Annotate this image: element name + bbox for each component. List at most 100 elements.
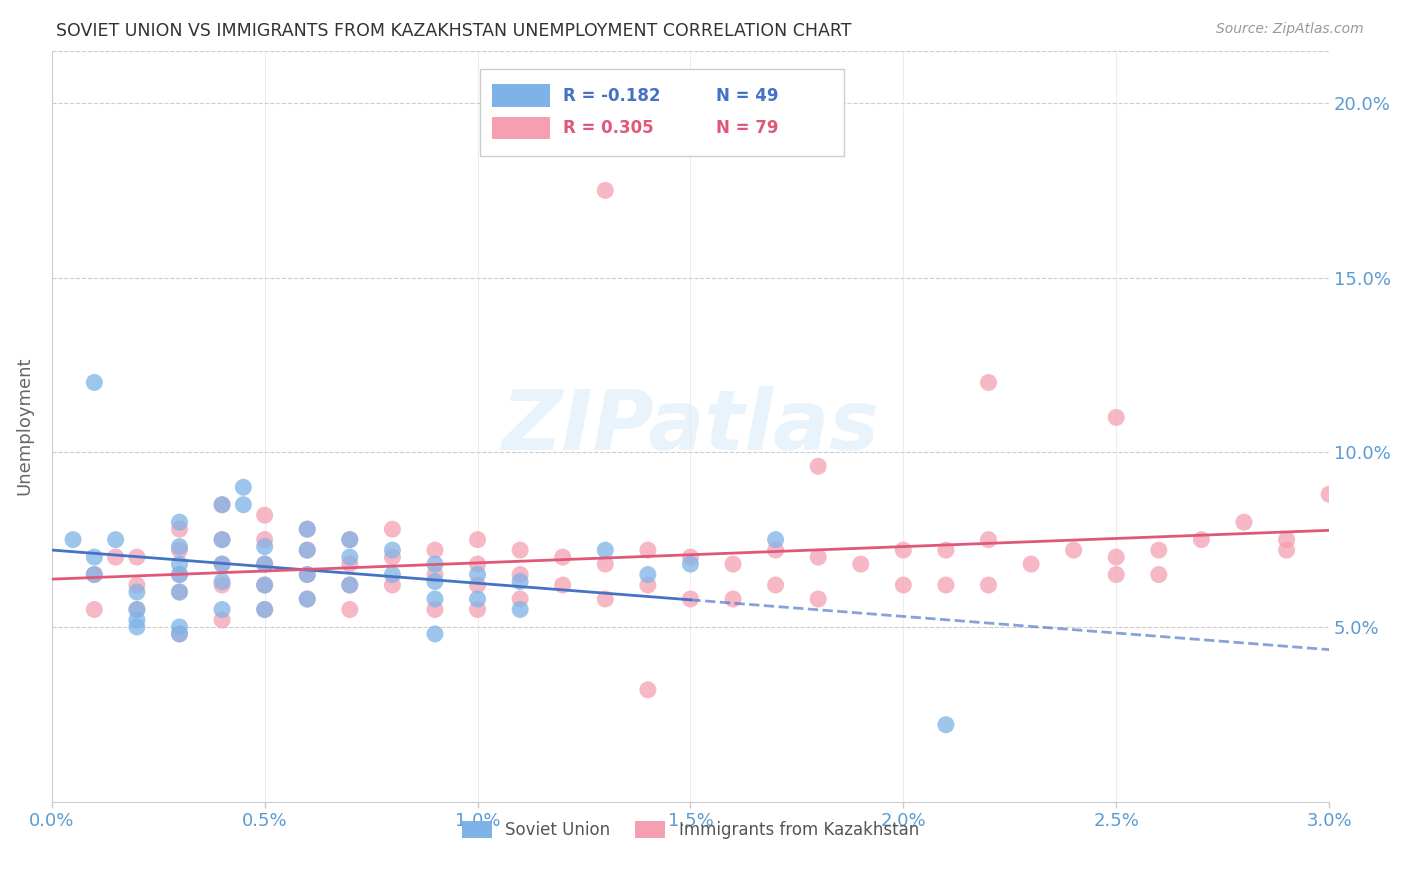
- Point: [297, 567, 319, 582]
- Point: [467, 578, 489, 592]
- Text: Source: ZipAtlas.com: Source: ZipAtlas.com: [1216, 22, 1364, 37]
- Point: [381, 550, 404, 565]
- Point: [62, 533, 84, 547]
- Point: [595, 183, 617, 197]
- Point: [125, 578, 148, 592]
- Point: [339, 550, 361, 565]
- Point: [253, 578, 276, 592]
- Point: [125, 550, 148, 565]
- Point: [1189, 533, 1212, 547]
- Point: [297, 543, 319, 558]
- Point: [253, 508, 276, 523]
- Point: [423, 627, 446, 641]
- Point: [381, 567, 404, 582]
- Point: [423, 567, 446, 582]
- Point: [253, 578, 276, 592]
- Point: [467, 592, 489, 607]
- Point: [339, 578, 361, 592]
- Y-axis label: Unemployment: Unemployment: [15, 357, 32, 495]
- Point: [1275, 543, 1298, 558]
- Point: [467, 602, 489, 616]
- Point: [679, 550, 702, 565]
- Point: [125, 602, 148, 616]
- Point: [253, 602, 276, 616]
- Point: [232, 480, 254, 494]
- Point: [211, 498, 233, 512]
- Point: [104, 550, 127, 565]
- Point: [807, 550, 830, 565]
- Point: [381, 543, 404, 558]
- Point: [211, 578, 233, 592]
- Point: [891, 578, 914, 592]
- Point: [935, 717, 957, 731]
- Point: [977, 376, 1000, 390]
- Point: [551, 578, 574, 592]
- Point: [83, 567, 105, 582]
- Text: R = 0.305: R = 0.305: [562, 119, 654, 137]
- Point: [1063, 543, 1085, 558]
- Point: [595, 557, 617, 571]
- Point: [1105, 567, 1128, 582]
- Point: [721, 557, 744, 571]
- Point: [83, 602, 105, 616]
- Point: [637, 682, 659, 697]
- Point: [1275, 533, 1298, 547]
- Point: [637, 567, 659, 582]
- Legend: Soviet Union, Immigrants from Kazakhstan: Soviet Union, Immigrants from Kazakhstan: [456, 814, 925, 846]
- Point: [83, 550, 105, 565]
- Point: [297, 592, 319, 607]
- Point: [125, 602, 148, 616]
- Point: [253, 557, 276, 571]
- Point: [253, 557, 276, 571]
- Text: SOVIET UNION VS IMMIGRANTS FROM KAZAKHSTAN UNEMPLOYMENT CORRELATION CHART: SOVIET UNION VS IMMIGRANTS FROM KAZAKHST…: [56, 22, 852, 40]
- Point: [169, 567, 191, 582]
- Bar: [492, 85, 550, 107]
- Point: [1105, 550, 1128, 565]
- FancyBboxPatch shape: [479, 70, 844, 156]
- Point: [423, 602, 446, 616]
- Point: [297, 543, 319, 558]
- Point: [381, 578, 404, 592]
- Point: [595, 543, 617, 558]
- Point: [509, 592, 531, 607]
- Point: [595, 592, 617, 607]
- Point: [169, 627, 191, 641]
- Point: [381, 522, 404, 536]
- Point: [339, 602, 361, 616]
- Point: [509, 567, 531, 582]
- Point: [169, 522, 191, 536]
- Point: [211, 602, 233, 616]
- Point: [721, 592, 744, 607]
- Point: [211, 613, 233, 627]
- Point: [125, 585, 148, 599]
- Point: [169, 515, 191, 529]
- Point: [423, 592, 446, 607]
- Point: [807, 592, 830, 607]
- Text: R = -0.182: R = -0.182: [562, 87, 661, 104]
- Point: [339, 578, 361, 592]
- Point: [765, 578, 787, 592]
- Point: [211, 574, 233, 589]
- Point: [83, 567, 105, 582]
- Point: [977, 578, 1000, 592]
- Point: [169, 585, 191, 599]
- Point: [423, 574, 446, 589]
- Point: [423, 557, 446, 571]
- Point: [679, 592, 702, 607]
- Point: [211, 533, 233, 547]
- Point: [467, 533, 489, 547]
- Point: [125, 620, 148, 634]
- Point: [551, 550, 574, 565]
- Point: [83, 376, 105, 390]
- Point: [297, 522, 319, 536]
- Point: [1317, 487, 1340, 501]
- Point: [211, 533, 233, 547]
- Point: [935, 578, 957, 592]
- Point: [467, 567, 489, 582]
- Point: [169, 543, 191, 558]
- Point: [297, 592, 319, 607]
- Point: [339, 533, 361, 547]
- Text: N = 49: N = 49: [716, 87, 779, 104]
- Point: [169, 540, 191, 554]
- Point: [339, 533, 361, 547]
